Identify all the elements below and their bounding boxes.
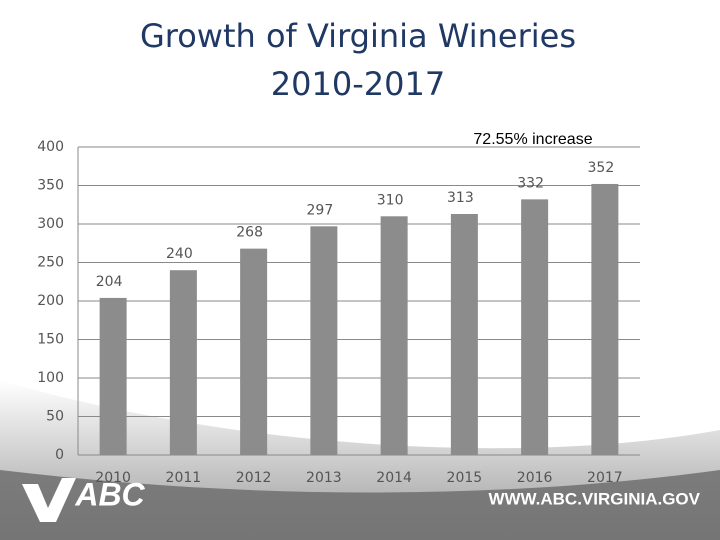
chart-title: Growth of Virginia Wineries [140, 17, 576, 55]
logo-mark [22, 478, 76, 522]
x-tick-label: 2017 [587, 470, 623, 486]
x-tick-label: 2011 [166, 470, 202, 486]
bar [591, 183, 619, 455]
bar [169, 270, 197, 455]
value-label: 268 [236, 225, 263, 241]
logo-text: ABC [74, 476, 145, 512]
y-tick-label: 150 [37, 332, 64, 348]
y-tick-label: 0 [55, 447, 64, 463]
x-tick-label: 2015 [447, 470, 483, 486]
x-tick-label: 2013 [306, 470, 342, 486]
plot-area: 0 50 100 150 200 250 300 350 400 2010 204 2011 240 20… [37, 139, 640, 486]
chart-subtitle: 2010-2017 [271, 65, 445, 103]
y-tick-label: 400 [37, 139, 64, 155]
value-label: 204 [96, 274, 123, 290]
bar [450, 213, 478, 455]
bar [310, 226, 338, 455]
x-tick-label: 2014 [376, 470, 412, 486]
value-label: 352 [588, 160, 615, 176]
y-tick-label: 100 [37, 370, 64, 386]
value-label: 297 [307, 202, 334, 218]
y-tick-label: 250 [37, 255, 64, 271]
x-tick-label: 2010 [95, 470, 131, 486]
x-tick-label: 2016 [517, 470, 553, 486]
bar [99, 297, 127, 455]
value-label: 313 [447, 190, 474, 206]
website-url: WWW.ABC.VIRGINIA.GOV [488, 489, 700, 508]
y-tick-label: 300 [37, 216, 64, 232]
bar [521, 199, 549, 455]
y-tick-label: 200 [37, 293, 64, 309]
y-tick-label: 50 [46, 409, 64, 425]
footer-band [0, 470, 720, 540]
y-tick-label: 350 [37, 178, 64, 194]
value-label: 332 [517, 175, 544, 191]
value-label: 310 [377, 192, 404, 208]
bar [240, 248, 268, 455]
bar [380, 216, 408, 455]
value-label: 240 [166, 246, 193, 262]
x-tick-label: 2012 [236, 470, 272, 486]
annotation: 72.55% increase [473, 131, 592, 148]
